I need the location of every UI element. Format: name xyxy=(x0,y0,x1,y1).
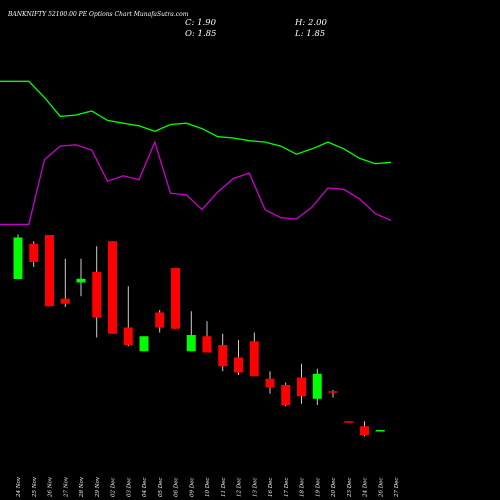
candle-body xyxy=(234,357,243,373)
candle-body xyxy=(281,385,291,405)
x-tick-label: 13 Dec xyxy=(252,478,258,498)
candle-body xyxy=(344,421,354,423)
candle-12 xyxy=(202,321,212,353)
x-tick-label: 29 Nov xyxy=(95,476,101,498)
x-tick-label: 09 Dec xyxy=(189,478,195,498)
x-tick-label: 28 Nov xyxy=(79,476,85,498)
candle-7 xyxy=(123,286,133,347)
candle-20 xyxy=(328,390,338,398)
candle-10 xyxy=(171,268,180,329)
series-line-1 xyxy=(0,140,392,226)
candle-18 xyxy=(297,363,306,404)
candle-body xyxy=(312,373,322,399)
x-tick-label: 17 Dec xyxy=(284,478,290,498)
candle-body xyxy=(76,278,86,283)
candle-0 xyxy=(13,234,23,279)
candle-19 xyxy=(312,368,322,405)
candle-body xyxy=(123,327,133,345)
x-tick-label: 18 Dec xyxy=(300,478,306,498)
x-tick-label: 19 Dec xyxy=(315,478,321,498)
x-tick-label: 06 Dec xyxy=(174,478,180,498)
candle-15 xyxy=(249,332,259,377)
candle-body xyxy=(13,237,23,279)
candle-body xyxy=(171,268,180,329)
candle-6 xyxy=(108,241,117,334)
series-line-0 xyxy=(0,80,392,165)
x-tick-label: 11 Dec xyxy=(221,478,227,498)
candle-17 xyxy=(281,382,291,407)
x-tick-label: 02 Dec xyxy=(111,478,117,498)
candle-body xyxy=(202,336,212,353)
chart-title: BANKNIFTY 52100.00 PE Options Chart Muna… xyxy=(8,11,189,18)
x-tick-label: 26 Dec xyxy=(378,478,384,499)
candle-body xyxy=(29,243,39,262)
candle-body xyxy=(265,378,275,388)
x-tick-label: 27 Nov xyxy=(63,476,69,498)
candle-1 xyxy=(29,241,39,267)
candle-body xyxy=(45,235,54,307)
candle-13 xyxy=(218,333,228,372)
candle-body xyxy=(92,272,102,318)
x-tick-label: 24 Dec xyxy=(363,478,369,499)
x-tick-label: 25 Nov xyxy=(32,476,38,498)
x-tick-label: 24 Nov xyxy=(16,476,22,498)
x-tick-label: 26 Nov xyxy=(48,476,54,498)
candle-4 xyxy=(76,258,86,297)
x-tick-label: 03 Dec xyxy=(126,478,132,498)
candle-body xyxy=(375,430,385,432)
candle-16 xyxy=(265,371,275,394)
high-value: H: 2.00 xyxy=(295,18,327,28)
candle-22 xyxy=(360,421,369,437)
candle-3 xyxy=(60,258,70,307)
candle-9 xyxy=(155,310,165,333)
candle-body xyxy=(360,426,369,435)
candle-body xyxy=(218,345,228,367)
candle-23 xyxy=(375,430,385,432)
x-tick-label: 23 Dec xyxy=(347,478,353,499)
candle-body xyxy=(249,341,259,377)
candle-21 xyxy=(344,421,354,423)
candle-body xyxy=(297,377,306,397)
close-value: C: 1.90 xyxy=(185,18,216,28)
x-tick-label: 04 Dec xyxy=(142,478,148,498)
candle-body xyxy=(60,298,70,304)
candle-8 xyxy=(139,336,149,352)
candle-14 xyxy=(234,340,243,375)
candle-body xyxy=(108,241,117,334)
x-tick-label: 27 Dec xyxy=(394,478,400,499)
candle-body xyxy=(186,335,196,352)
candle-body xyxy=(155,312,165,328)
x-tick-label: 12 Dec xyxy=(237,478,243,498)
x-tick-label: 05 Dec xyxy=(158,478,164,498)
candle-body xyxy=(328,391,338,393)
candle-body xyxy=(139,336,149,352)
x-tick-label: 10 Dec xyxy=(205,478,211,498)
x-tick-label: 20 Dec xyxy=(331,478,337,499)
open-value: O: 1.85 xyxy=(185,29,217,39)
x-tick-label: 16 Dec xyxy=(268,478,274,498)
candle-2 xyxy=(45,235,54,307)
candle-5 xyxy=(92,246,102,338)
low-value: L: 1.85 xyxy=(295,29,326,39)
candle-11 xyxy=(186,311,196,352)
